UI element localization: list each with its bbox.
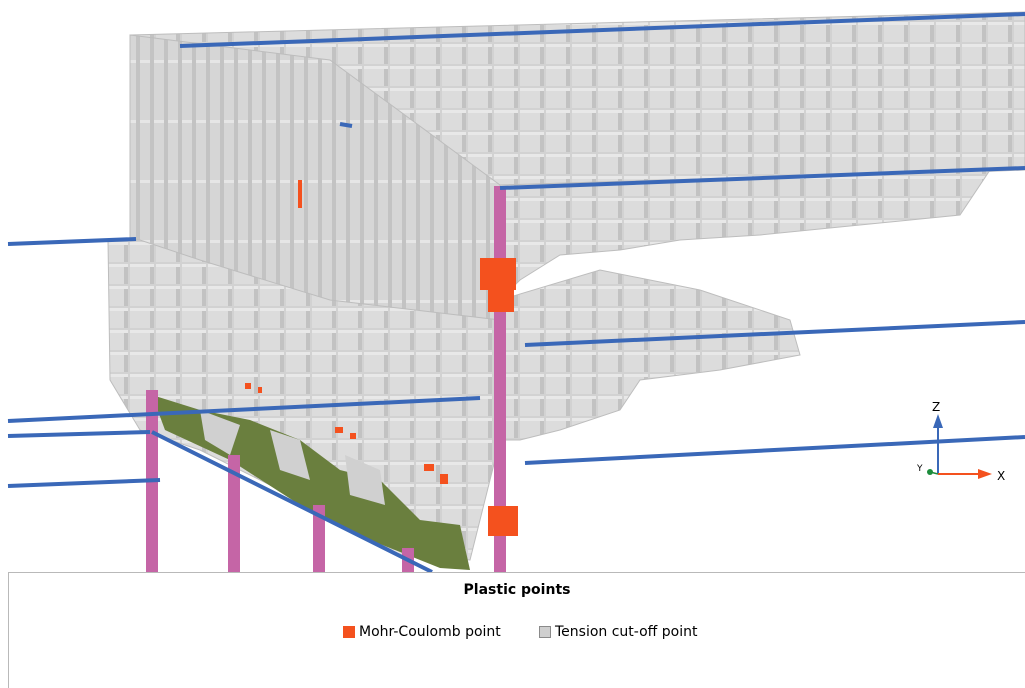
legend-item-mohr-coulomb: Mohr-Coulomb point (343, 623, 501, 641)
mohr-coulomb-point (488, 288, 514, 312)
mohr-coulomb-point (298, 180, 302, 208)
mohr-coulomb-point (258, 387, 262, 393)
mohr-coulomb-point (245, 383, 251, 389)
axis-triad (927, 414, 992, 479)
mohr-coulomb-swatch (343, 626, 355, 638)
legend-label-tension-cutoff: Tension cut-off point (555, 624, 698, 640)
mohr-coulomb-point (335, 427, 343, 433)
axis-label-z: Z (932, 400, 940, 414)
plate-lines (7, 12, 1025, 572)
axis-label-y: Y (916, 464, 923, 474)
axis-label-x: X (997, 469, 1005, 483)
plastic-zone-right-lower (499, 269, 801, 441)
mohr-coulomb-point (424, 464, 434, 471)
tension-cutoff-swatch (539, 626, 551, 638)
legend-panel: Plastic points Mohr-Coulomb point Tensio… (8, 572, 1025, 688)
legend-title: Plastic points (463, 582, 571, 598)
legend-item-tension-cutoff: Tension cut-off point (539, 623, 697, 641)
pile-3 (313, 505, 325, 572)
mohr-coulomb-point (480, 258, 516, 290)
mohr-coulomb-point (440, 474, 448, 484)
3d-model-viewport[interactable]: Z Y X (0, 0, 1025, 572)
mohr-coulomb-point (350, 433, 356, 439)
pile-2 (228, 455, 240, 572)
legend-label-mohr-coulomb: Mohr-Coulomb point (359, 624, 501, 640)
plastic-zone-lower-left (107, 239, 501, 561)
mohr-coulomb-point (488, 506, 518, 536)
